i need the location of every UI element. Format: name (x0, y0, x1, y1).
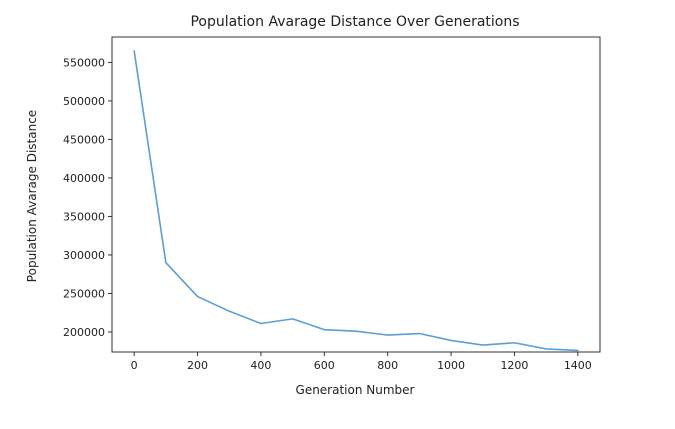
x-tick-label-600: 600 (314, 359, 335, 372)
plot-frame (111, 36, 601, 353)
y-tick-label-500000: 500000 (63, 95, 105, 108)
x-axis-label: Generation Number (296, 383, 415, 397)
x-tick-label-400: 400 (250, 359, 271, 372)
y-tick-label-450000: 450000 (63, 133, 105, 146)
y-tick-label-250000: 250000 (63, 287, 105, 300)
x-tick-label-0: 0 (131, 359, 138, 372)
x-tick-label-800: 800 (377, 359, 398, 372)
y-tick-label-200000: 200000 (63, 326, 105, 339)
y-tick-label-300000: 300000 (63, 249, 105, 262)
chart-title: Population Avarage Distance Over Generat… (190, 14, 519, 30)
series-line-0 (133, 50, 579, 352)
x-tick-label-1000: 1000 (437, 359, 465, 372)
y-tick-label-350000: 350000 (63, 210, 105, 223)
x-tick-label-200: 200 (187, 359, 208, 372)
y-tick-label-550000: 550000 (63, 56, 105, 69)
y-tick-label-400000: 400000 (63, 172, 105, 185)
x-tick-label-1200: 1200 (500, 359, 528, 372)
y-axis-label: Population Avarage Distance (25, 110, 39, 282)
x-tick-label-1400: 1400 (564, 359, 592, 372)
plot-layer: 0 200 400 600 800 1000 1200 1400 200000 250000 300… (63, 36, 601, 372)
